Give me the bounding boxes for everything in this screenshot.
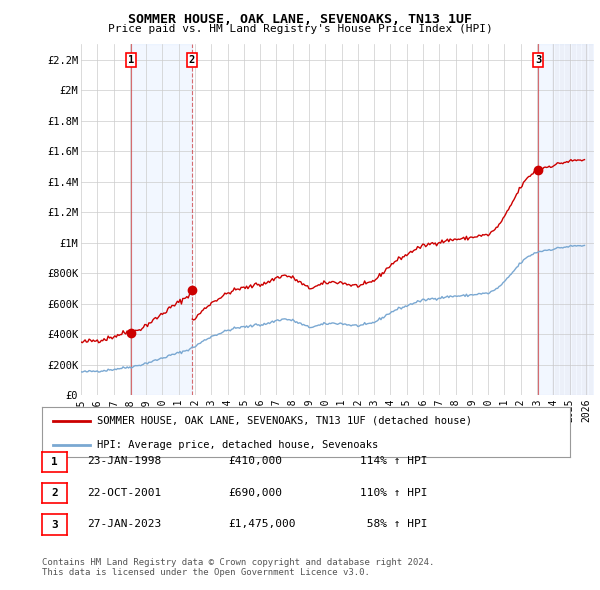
Text: SOMMER HOUSE, OAK LANE, SEVENOAKS, TN13 1UF: SOMMER HOUSE, OAK LANE, SEVENOAKS, TN13 … bbox=[128, 13, 472, 26]
Text: 1: 1 bbox=[128, 55, 134, 65]
Text: 110% ↑ HPI: 110% ↑ HPI bbox=[360, 488, 427, 497]
Text: £1,475,000: £1,475,000 bbox=[228, 519, 296, 529]
Text: £690,000: £690,000 bbox=[228, 488, 282, 497]
Text: Price paid vs. HM Land Registry's House Price Index (HPI): Price paid vs. HM Land Registry's House … bbox=[107, 24, 493, 34]
Text: 2: 2 bbox=[189, 55, 195, 65]
Text: Contains HM Land Registry data © Crown copyright and database right 2024.
This d: Contains HM Land Registry data © Crown c… bbox=[42, 558, 434, 577]
Bar bbox=[553, 44, 594, 395]
Bar bbox=[131, 44, 192, 395]
Text: 3: 3 bbox=[51, 520, 58, 529]
Text: 1: 1 bbox=[51, 457, 58, 467]
Bar bbox=[538, 44, 594, 395]
Text: 58% ↑ HPI: 58% ↑ HPI bbox=[360, 519, 427, 529]
Text: 3: 3 bbox=[535, 55, 541, 65]
Text: HPI: Average price, detached house, Sevenoaks: HPI: Average price, detached house, Seve… bbox=[97, 440, 379, 450]
Text: SOMMER HOUSE, OAK LANE, SEVENOAKS, TN13 1UF (detached house): SOMMER HOUSE, OAK LANE, SEVENOAKS, TN13 … bbox=[97, 415, 472, 425]
Text: 22-OCT-2001: 22-OCT-2001 bbox=[87, 488, 161, 497]
Text: £410,000: £410,000 bbox=[228, 457, 282, 466]
Text: 23-JAN-1998: 23-JAN-1998 bbox=[87, 457, 161, 466]
Text: 27-JAN-2023: 27-JAN-2023 bbox=[87, 519, 161, 529]
Text: 2: 2 bbox=[51, 489, 58, 498]
Text: 114% ↑ HPI: 114% ↑ HPI bbox=[360, 457, 427, 466]
